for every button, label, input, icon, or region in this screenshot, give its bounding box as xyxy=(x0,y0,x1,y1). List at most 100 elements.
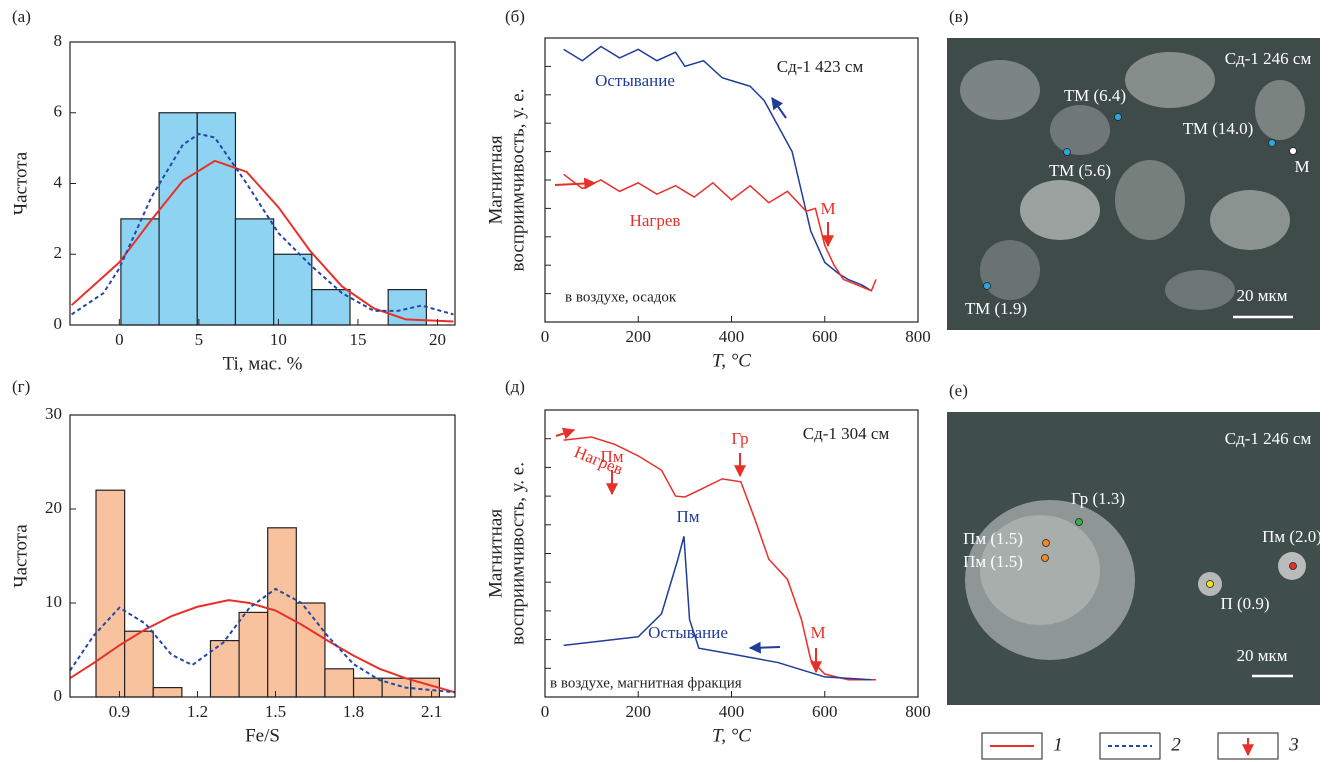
x-tick-label: 800 xyxy=(905,702,931,721)
point-label: М xyxy=(1294,157,1309,176)
series-label: Остывание xyxy=(648,623,728,642)
sample-label: Сд-1 246 см xyxy=(1225,429,1312,448)
x-tick-label: 400 xyxy=(719,327,745,346)
x-tick-label: 1.8 xyxy=(343,702,364,721)
point-label: П (0.9) xyxy=(1220,594,1269,613)
x-tick-label: 800 xyxy=(905,327,931,346)
annotation: в воздухе, магнитная фракция xyxy=(550,675,742,691)
x-tick-label: 20 xyxy=(429,330,446,349)
x-tick-label: 0 xyxy=(115,330,124,349)
point-label: Гр (1.3) xyxy=(1071,489,1125,508)
point-label: Пм (1.5) xyxy=(963,529,1023,548)
point-label: ТМ (1.9) xyxy=(965,299,1027,318)
series-label: Остывание xyxy=(595,71,675,90)
bar xyxy=(96,490,125,697)
point-label: ТМ (6.4) xyxy=(1064,86,1126,105)
bar xyxy=(268,528,297,697)
y-axis-label: восприимчивость, у. е. xyxy=(507,462,528,645)
y-axis-label: Частота xyxy=(10,524,31,588)
legend xyxy=(982,733,1278,759)
point-marker xyxy=(1043,540,1050,547)
arrows xyxy=(555,98,828,672)
bar xyxy=(153,688,182,697)
bar xyxy=(197,113,235,325)
series-line xyxy=(564,536,872,680)
x-tick-label: 200 xyxy=(626,702,652,721)
x-axis-label: Fe/S xyxy=(245,725,280,746)
annotation: Сд-1 304 см xyxy=(803,424,890,443)
y-tick-label: 8 xyxy=(54,31,63,50)
x-axis-label: T, °C xyxy=(712,725,751,746)
y-tick-label: 0 xyxy=(54,314,63,333)
bar xyxy=(325,669,354,697)
annotation: Сд-1 423 см xyxy=(777,57,864,76)
y-tick-label: 4 xyxy=(54,172,63,191)
point-label: ТМ (5.6) xyxy=(1049,161,1111,180)
bar xyxy=(274,254,312,325)
x-tick-label: 1.5 xyxy=(265,702,286,721)
point-marker xyxy=(1042,555,1049,562)
y-tick-label: 0 xyxy=(54,686,63,705)
legend-label: 3 xyxy=(1288,734,1299,755)
x-axis-label: T, °C xyxy=(712,350,751,371)
point-marker xyxy=(1207,581,1214,588)
bar xyxy=(125,631,154,697)
y-tick-label: 30 xyxy=(45,404,62,423)
legend-label: 1 xyxy=(1053,734,1063,755)
point-marker xyxy=(1269,140,1276,147)
annotation: М xyxy=(810,623,825,642)
panel-label: (е) xyxy=(949,381,968,400)
x-tick-label: 0 xyxy=(541,702,550,721)
bar xyxy=(296,603,325,697)
y-axis-label: Магнитная xyxy=(485,509,506,598)
bar xyxy=(159,113,197,325)
y-tick-label: 20 xyxy=(45,498,62,517)
point-marker xyxy=(984,283,991,290)
bar xyxy=(235,219,273,325)
point-marker xyxy=(1290,563,1297,570)
y-axis-label: восприимчивость, у. е. xyxy=(507,89,528,272)
x-tick-label: 15 xyxy=(349,330,366,349)
figure: (а)Частота0510152002468Ti, мас. %(б)Осты… xyxy=(0,0,1335,762)
series-line xyxy=(564,174,876,290)
x-tick-label: 1.2 xyxy=(187,702,208,721)
panel-label: (а) xyxy=(12,7,31,26)
bar xyxy=(312,290,350,325)
point-label: ТМ (14.0) xyxy=(1183,119,1254,138)
x-tick-label: 5 xyxy=(195,330,204,349)
point-marker xyxy=(1290,148,1297,155)
series-label: Нагрев xyxy=(630,211,681,230)
y-tick-label: 2 xyxy=(54,243,63,262)
scale-label: 20 мкм xyxy=(1236,646,1287,665)
annotation: Пм xyxy=(600,447,623,466)
point-marker xyxy=(1115,114,1122,121)
y-axis-label: Магнитная xyxy=(485,135,506,224)
bar xyxy=(239,612,268,697)
bar xyxy=(210,641,239,697)
annotation: в воздухе, осадок xyxy=(565,289,677,305)
annotation: Гр xyxy=(731,429,748,448)
x-tick-label: 10 xyxy=(270,330,287,349)
x-axis-label: Ti, мас. % xyxy=(223,353,303,374)
x-tick-label: 400 xyxy=(719,702,745,721)
x-tick-label: 0.9 xyxy=(109,702,130,721)
panel-label: (д) xyxy=(505,377,525,396)
point-marker xyxy=(1076,519,1083,526)
sample-label: Сд-1 246 см xyxy=(1225,49,1312,68)
x-tick-label: 600 xyxy=(812,702,838,721)
point-label: Пм (2.0) xyxy=(1262,527,1322,546)
point-label: Пм (1.5) xyxy=(963,552,1023,571)
annotation: М xyxy=(820,199,835,218)
x-tick-label: 2.1 xyxy=(421,702,442,721)
panel-label: (г) xyxy=(12,377,30,396)
panel-label: (б) xyxy=(505,7,525,26)
y-tick-label: 6 xyxy=(54,102,63,121)
x-tick-label: 200 xyxy=(626,327,652,346)
x-tick-label: 600 xyxy=(812,327,838,346)
y-tick-label: 10 xyxy=(45,592,62,611)
y-axis-label: Частота xyxy=(10,151,31,215)
bar xyxy=(354,678,383,697)
annotation: Пм xyxy=(676,507,699,526)
point-marker xyxy=(1064,149,1071,156)
scale-label: 20 мкм xyxy=(1236,286,1287,305)
